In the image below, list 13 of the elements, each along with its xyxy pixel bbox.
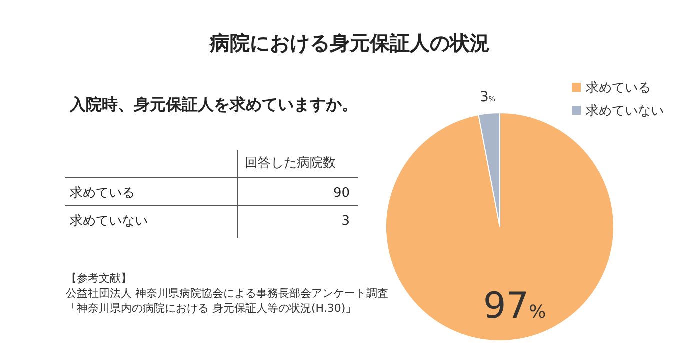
chart-title: 病院における身元保証人の状況: [209, 31, 490, 55]
category-label: 求めている: [70, 186, 135, 201]
text: 【参考文献】: [66, 272, 132, 285]
text: 「神奈川県内の病院における 身元保証人等の状況(H.30)」: [66, 302, 357, 315]
text: 回答した病院数: [245, 156, 336, 171]
text: 入院時、身元保証人を求めていますか。: [69, 95, 358, 114]
legend-label: 求めている: [586, 81, 651, 96]
text: 公益社団法人 神奈川県病院協会による事務長部会アンケート調査: [66, 287, 388, 300]
data-label: 90: [333, 186, 350, 201]
data-label: 3: [342, 214, 350, 229]
category-label: 求めていない: [70, 214, 148, 229]
legend-label: 求めていない: [586, 104, 664, 119]
data-label: 97%: [483, 286, 546, 328]
